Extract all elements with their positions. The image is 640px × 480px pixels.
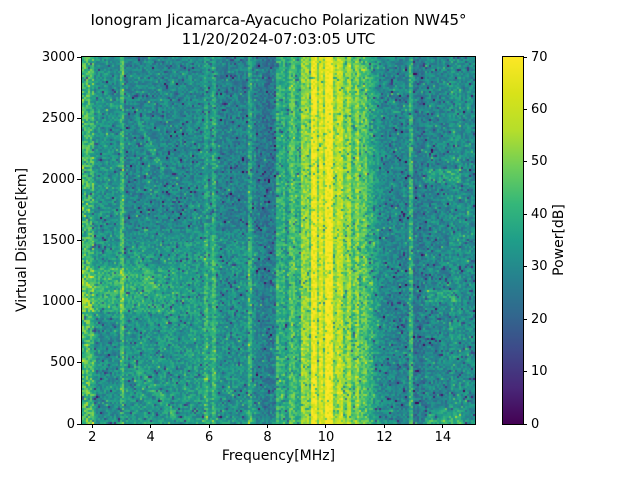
colorbar-tick-label: 50 <box>531 154 548 170</box>
colorbar <box>502 56 524 425</box>
y-tick-label: 500 <box>50 355 75 371</box>
y-tick-label: 2000 <box>41 171 75 187</box>
y-tick-label: 3000 <box>41 49 75 65</box>
plot-area <box>81 56 476 425</box>
x-tick-label: 10 <box>317 430 335 445</box>
y-tick-label: 2500 <box>41 110 75 126</box>
colorbar-tick-label: 70 <box>531 49 548 65</box>
colorbar-label: Power[dB] <box>551 204 567 276</box>
y-tick-label: 1000 <box>41 294 75 310</box>
y-axis-label: Virtual Distance[km] <box>14 167 30 313</box>
x-tick-label: 8 <box>263 430 272 445</box>
x-tick-label: 6 <box>204 430 214 445</box>
x-tick-label: 12 <box>376 430 393 445</box>
chart-subtitle: 11/20/2024-07:03:05 UTC <box>181 30 376 48</box>
ionogram-heatmap-canvas <box>82 57 475 424</box>
colorbar-tick-label: 10 <box>531 364 548 380</box>
colorbar-tick-label: 0 <box>531 416 540 432</box>
colorbar-tick-label: 20 <box>531 311 548 327</box>
colorbar-gradient <box>503 57 523 424</box>
y-tick-label: 0 <box>66 416 75 432</box>
y-tick-label: 1500 <box>41 233 75 248</box>
chart-title: Ionogram Jicamarca-Ayacucho Polarization… <box>90 11 467 29</box>
x-tick-label: 14 <box>434 430 452 445</box>
colorbar-tick-label: 60 <box>531 101 548 117</box>
x-tick-label: 2 <box>88 430 97 445</box>
x-tick-label: 4 <box>146 430 155 445</box>
x-axis-label: Frequency[MHz] <box>221 448 336 464</box>
